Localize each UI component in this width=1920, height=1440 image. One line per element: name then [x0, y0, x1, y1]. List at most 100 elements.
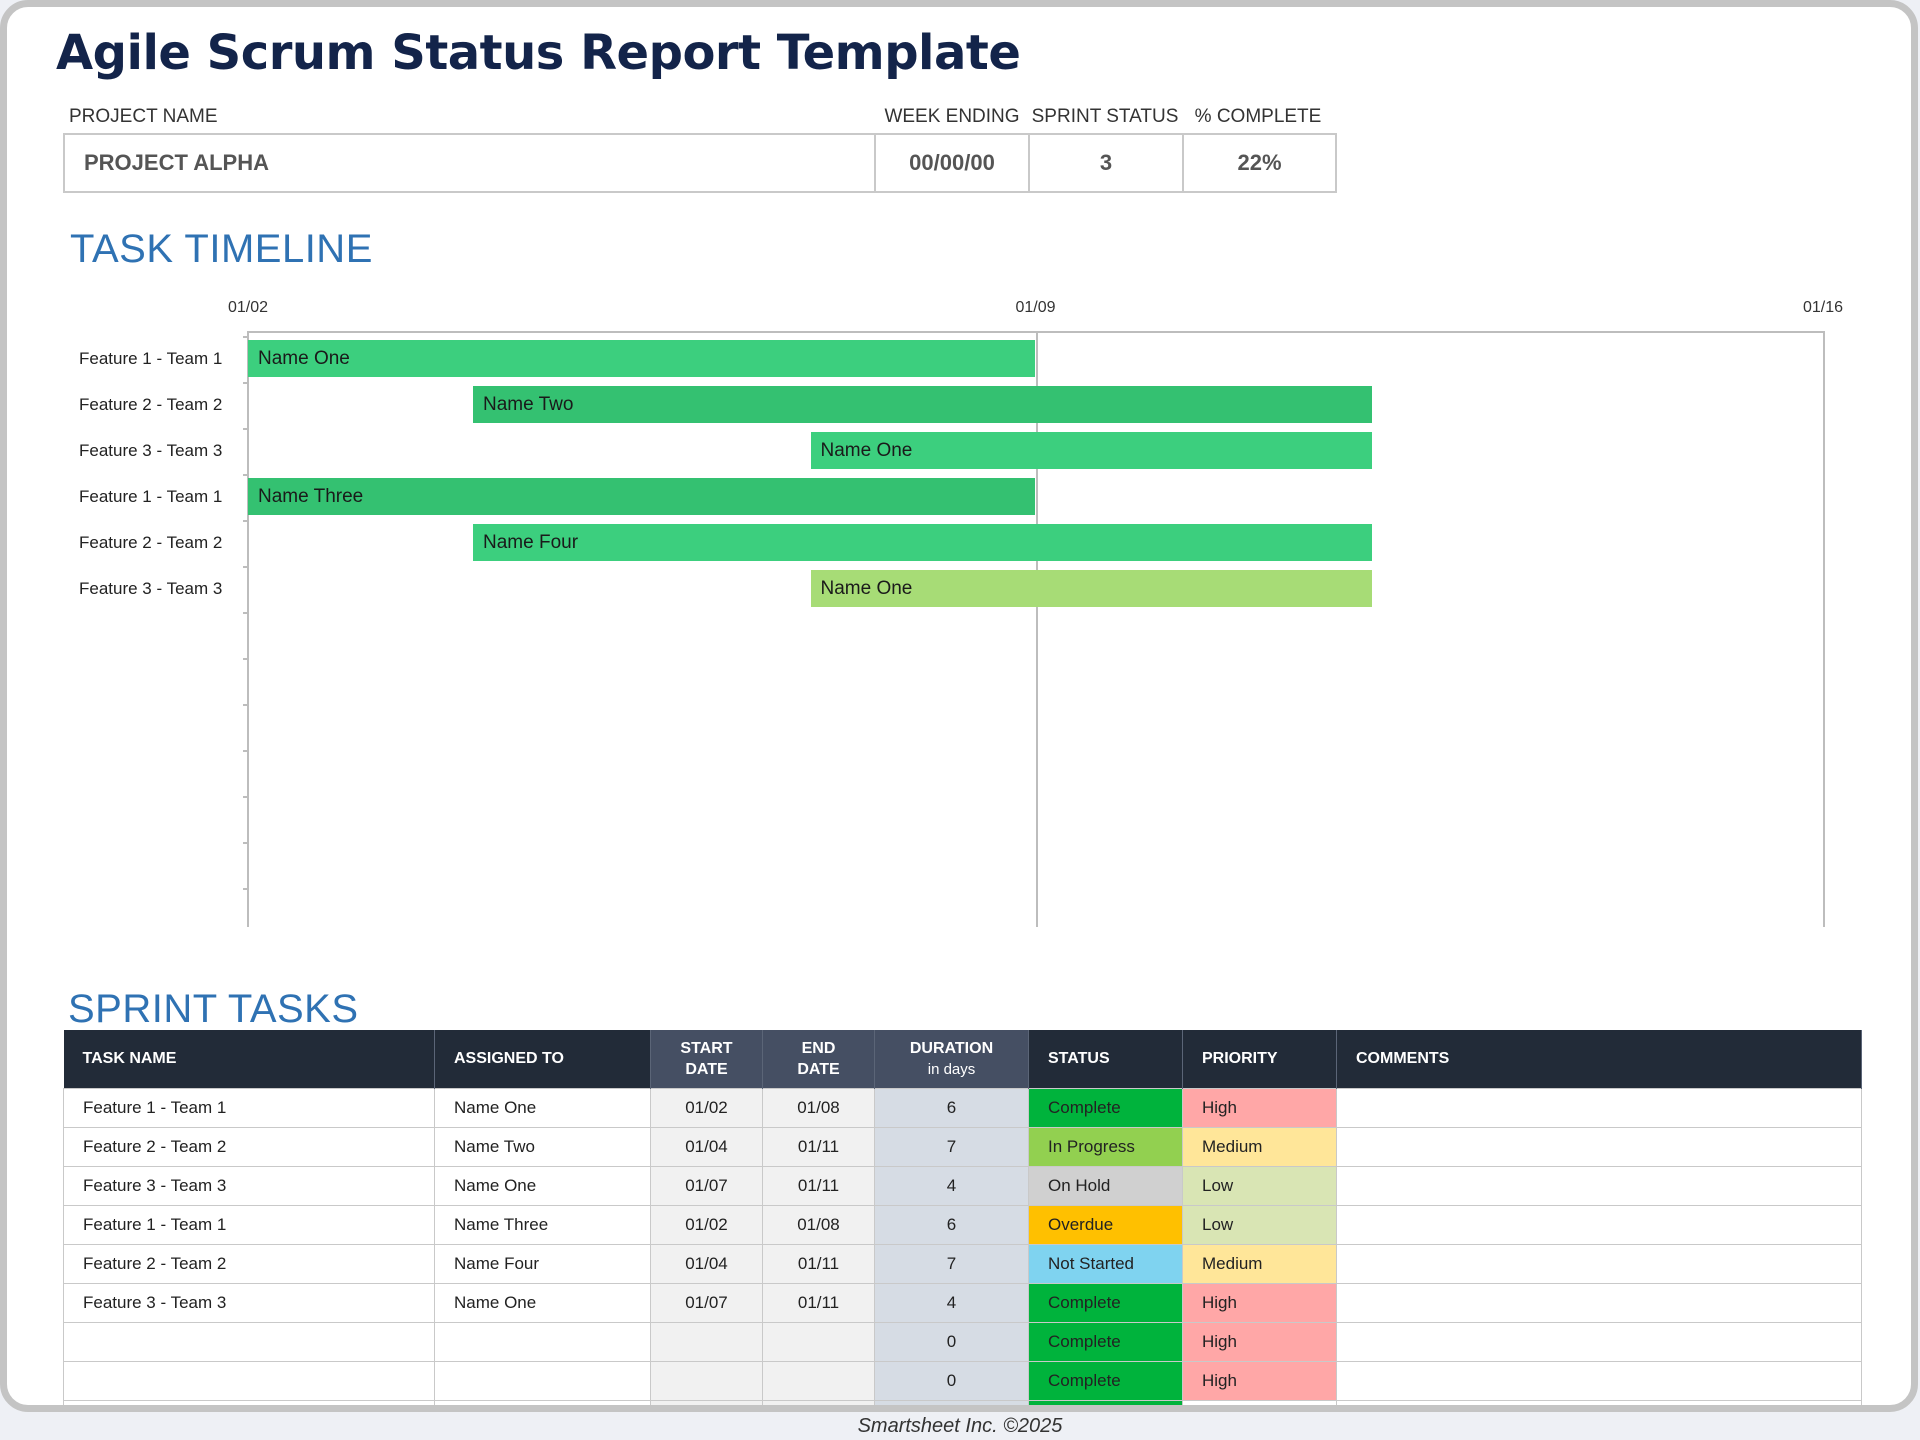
priority-cell[interactable]: Medium	[1182, 1243, 1337, 1284]
col-header-assigned-to[interactable]: ASSIGNED TO	[434, 1030, 651, 1088]
x-tick-label: 01/16	[1802, 299, 1844, 316]
category-label: Feature 2 - Team 2	[79, 395, 223, 414]
gantt-bar[interactable]: Name Four	[473, 524, 1372, 561]
sprint-status-field[interactable]: 3	[1029, 133, 1183, 193]
week-ending-field[interactable]: 00/00/00	[875, 133, 1029, 193]
comments-cell[interactable]	[1336, 1360, 1862, 1401]
start-date-cell[interactable]: 01/07	[650, 1282, 763, 1323]
assigned-to-cell[interactable]: Name Three	[434, 1204, 651, 1245]
priority-cell[interactable]: High	[1182, 1282, 1337, 1323]
table-row	[63, 1399, 1862, 1405]
task-name-cell[interactable]: Feature 1 - Team 1	[63, 1204, 435, 1245]
end-date-cell[interactable]	[762, 1360, 875, 1401]
start-date-cell[interactable]	[650, 1399, 763, 1405]
comments-cell[interactable]	[1336, 1399, 1862, 1405]
col-header-priority[interactable]: PRIORITY	[1182, 1030, 1337, 1088]
start-date-cell[interactable]: 01/02	[650, 1204, 763, 1245]
status-cell[interactable]: On Hold	[1028, 1165, 1183, 1206]
priority-cell[interactable]: Low	[1182, 1165, 1337, 1206]
col-header-task-name[interactable]: TASK NAME	[63, 1030, 435, 1088]
priority-cell[interactable]: High	[1182, 1360, 1337, 1401]
start-date-cell[interactable]: 01/04	[650, 1126, 763, 1167]
priority-cell[interactable]: Low	[1182, 1204, 1337, 1245]
table-row: Feature 1 - Team 1 Name One 01/02 01/08 6 Com…	[63, 1087, 1862, 1128]
assigned-to-cell[interactable]: Name One	[434, 1087, 651, 1128]
status-cell[interactable]: In Progress	[1028, 1126, 1183, 1167]
gantt-bar[interactable]: Name One	[810, 432, 1372, 469]
end-date-cell[interactable]	[762, 1399, 875, 1405]
task-name-cell[interactable]	[63, 1360, 435, 1401]
comments-cell[interactable]	[1336, 1126, 1862, 1167]
end-date-cell[interactable]	[762, 1321, 875, 1362]
task-name-cell[interactable]	[63, 1321, 435, 1362]
y-tick	[243, 612, 249, 614]
status-cell[interactable]: Not Started	[1028, 1243, 1183, 1284]
y-tick	[243, 658, 249, 660]
assigned-to-cell[interactable]	[434, 1399, 651, 1405]
comments-cell[interactable]	[1336, 1204, 1862, 1245]
duration-cell[interactable]: 6	[874, 1204, 1029, 1245]
duration-cell[interactable]: 4	[874, 1282, 1029, 1323]
priority-cell[interactable]: High	[1182, 1321, 1337, 1362]
table-row: Feature 1 - Team 1 Name Three 01/02 01/08 6 O…	[63, 1204, 1862, 1245]
end-date-cell[interactable]: 01/11	[762, 1165, 875, 1206]
task-name-cell[interactable]: Feature 1 - Team 1	[63, 1087, 435, 1128]
end-date-cell[interactable]: 01/11	[762, 1282, 875, 1323]
status-cell[interactable]	[1028, 1399, 1183, 1405]
duration-cell[interactable]	[874, 1399, 1029, 1405]
end-date-cell[interactable]: 01/08	[762, 1204, 875, 1245]
col-header-end-date[interactable]: END DATE	[762, 1030, 875, 1088]
start-date-cell[interactable]: 01/02	[650, 1087, 763, 1128]
table-row: Feature 2 - Team 2 Name Four 01/04 01/11 7 No…	[63, 1243, 1862, 1284]
status-cell[interactable]: Overdue	[1028, 1204, 1183, 1245]
duration-cell[interactable]: 0	[874, 1360, 1029, 1401]
project-name-field[interactable]: PROJECT ALPHA	[63, 133, 875, 193]
start-date-cell[interactable]	[650, 1360, 763, 1401]
duration-cell[interactable]: 7	[874, 1126, 1029, 1167]
col-header-start-date[interactable]: START DATE	[650, 1030, 763, 1088]
start-date-cell[interactable]	[650, 1321, 763, 1362]
col-header-comments[interactable]: COMMENTS	[1336, 1030, 1862, 1088]
duration-subheader: in days	[927, 1060, 976, 1078]
comments-cell[interactable]	[1336, 1165, 1862, 1206]
duration-cell[interactable]: 4	[874, 1165, 1029, 1206]
percent-complete-field[interactable]: 22%	[1183, 133, 1337, 193]
gantt-bar[interactable]: Name One	[810, 570, 1372, 607]
task-name-cell[interactable]	[63, 1399, 435, 1405]
gantt-bar[interactable]: Name One	[248, 340, 1035, 377]
start-date-cell[interactable]: 01/04	[650, 1243, 763, 1284]
priority-cell[interactable]: Medium	[1182, 1126, 1337, 1167]
status-cell[interactable]: Complete	[1028, 1087, 1183, 1128]
assigned-to-cell[interactable]	[434, 1360, 651, 1401]
task-name-cell[interactable]: Feature 2 - Team 2	[63, 1243, 435, 1284]
col-header-status[interactable]: STATUS	[1028, 1030, 1183, 1088]
gantt-bar[interactable]: Name Three	[248, 478, 1035, 515]
status-cell[interactable]: Complete	[1028, 1360, 1183, 1401]
start-date-cell[interactable]: 01/07	[650, 1165, 763, 1206]
comments-cell[interactable]	[1336, 1321, 1862, 1362]
assigned-to-cell[interactable]: Name One	[434, 1165, 651, 1206]
assigned-to-cell[interactable]	[434, 1321, 651, 1362]
end-date-cell[interactable]: 01/11	[762, 1243, 875, 1284]
assigned-to-cell[interactable]: Name Two	[434, 1126, 651, 1167]
task-name-cell[interactable]: Feature 3 - Team 3	[63, 1165, 435, 1206]
status-cell[interactable]: Complete	[1028, 1282, 1183, 1323]
comments-cell[interactable]	[1336, 1087, 1862, 1128]
duration-cell[interactable]: 6	[874, 1087, 1029, 1128]
comments-cell[interactable]	[1336, 1243, 1862, 1284]
col-header-duration[interactable]: DURATION in days	[874, 1030, 1029, 1088]
task-name-cell[interactable]: Feature 3 - Team 3	[63, 1282, 435, 1323]
assigned-to-cell[interactable]: Name Four	[434, 1243, 651, 1284]
task-name-cell[interactable]: Feature 2 - Team 2	[63, 1126, 435, 1167]
end-date-cell[interactable]: 01/11	[762, 1126, 875, 1167]
priority-cell[interactable]: High	[1182, 1087, 1337, 1128]
end-date-cell[interactable]: 01/08	[762, 1087, 875, 1128]
y-tick	[243, 336, 249, 338]
duration-cell[interactable]: 0	[874, 1321, 1029, 1362]
duration-cell[interactable]: 7	[874, 1243, 1029, 1284]
priority-cell[interactable]	[1182, 1399, 1337, 1405]
status-cell[interactable]: Complete	[1028, 1321, 1183, 1362]
assigned-to-cell[interactable]: Name One	[434, 1282, 651, 1323]
gantt-bar[interactable]: Name Two	[473, 386, 1372, 423]
comments-cell[interactable]	[1336, 1282, 1862, 1323]
